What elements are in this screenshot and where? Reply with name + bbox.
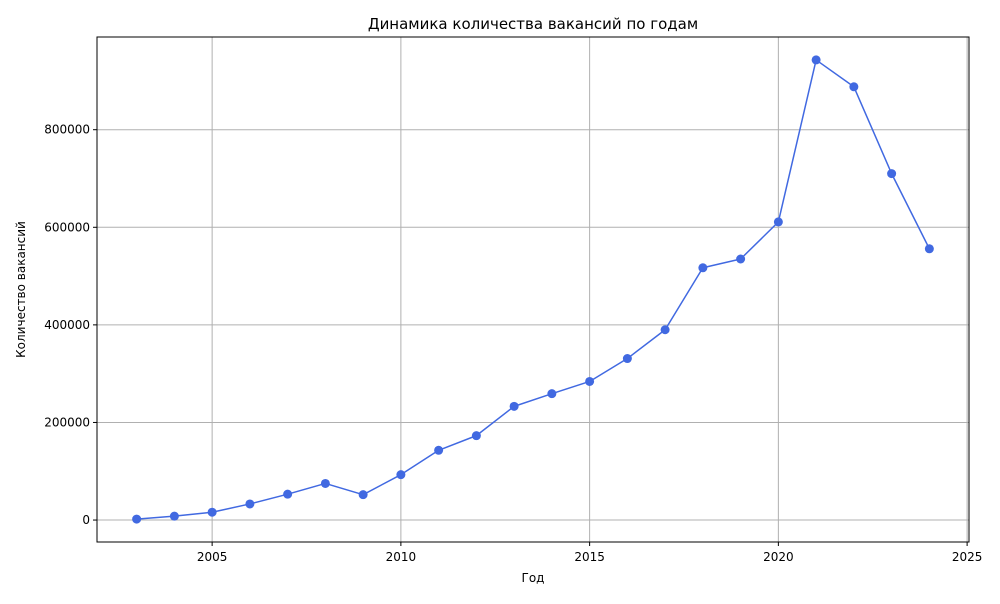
data-point-2014 [547, 389, 557, 399]
data-point-2020 [773, 217, 783, 227]
x-tick-label: 2010 [386, 550, 417, 564]
x-tick-label: 2005 [197, 550, 228, 564]
y-tick-label: 800000 [44, 123, 90, 137]
data-point-2006 [245, 499, 255, 509]
data-point-2023 [887, 169, 897, 179]
data-point-2013 [509, 401, 519, 411]
data-point-2011 [434, 445, 444, 455]
y-tick-label: 600000 [44, 220, 90, 234]
x-tick-label: 2015 [574, 550, 605, 564]
y-tick-label: 200000 [44, 415, 90, 429]
series-layer [132, 55, 934, 524]
x-tick-label: 2025 [952, 550, 983, 564]
data-point-2015 [585, 376, 595, 386]
data-point-2024 [924, 244, 934, 254]
data-point-2010 [396, 470, 406, 480]
chart-title: Динамика количества вакансий по годам [368, 15, 698, 33]
data-point-2016 [622, 354, 632, 364]
data-point-2007 [283, 489, 293, 499]
y-tick-label: 400000 [44, 318, 90, 332]
x-tick-label: 2020 [763, 550, 794, 564]
data-point-2018 [698, 263, 708, 273]
data-point-2017 [660, 325, 670, 335]
data-point-2008 [320, 478, 330, 488]
ticks-layer: 2005 2010 2015 2020 2025 0 200000 400000 600000 8… [44, 123, 982, 564]
data-point-2019 [736, 254, 746, 264]
y-tick-label: 0 [82, 513, 90, 527]
data-point-2022 [849, 82, 859, 92]
data-point-2012 [471, 431, 481, 441]
series-line [136, 59, 931, 520]
grid-layer [97, 37, 969, 542]
data-point-2004 [169, 511, 179, 521]
y-axis-label: Количество вакансий [14, 221, 28, 358]
data-point-2005 [207, 507, 217, 517]
x-axis-label: Год [522, 571, 545, 585]
plot-frame [96, 36, 970, 543]
data-point-2009 [358, 490, 368, 500]
data-point-2021 [811, 55, 821, 65]
data-point-2003 [132, 514, 142, 524]
